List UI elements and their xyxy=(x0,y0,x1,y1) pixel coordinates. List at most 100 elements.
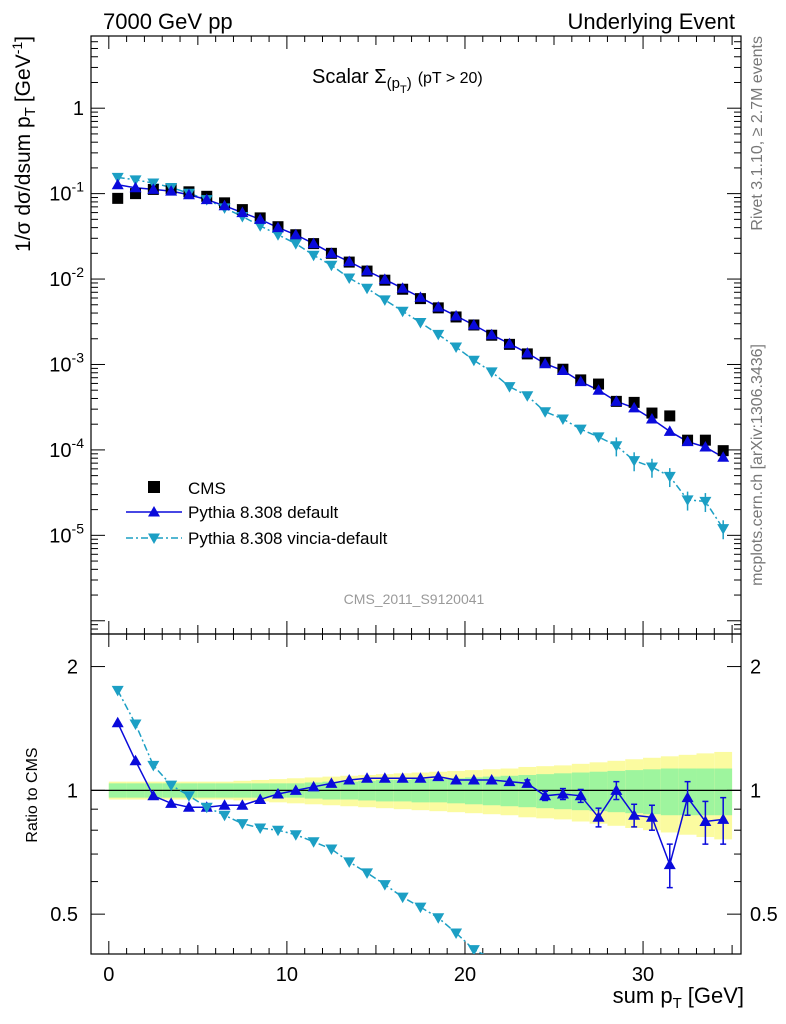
default-main-point xyxy=(699,441,712,452)
vincia-ratio-point xyxy=(503,979,515,990)
default-main-point xyxy=(645,413,658,424)
default-main-point xyxy=(129,181,142,193)
x-axis-label-sub: T xyxy=(673,995,682,1012)
vincia-main-point xyxy=(521,391,534,402)
cms-point xyxy=(112,192,124,204)
vincia-ratio-point xyxy=(218,810,231,822)
default-main-point xyxy=(574,375,587,387)
axis-ticks xyxy=(90,35,741,955)
vincia-main-point xyxy=(307,250,320,262)
default-main-point xyxy=(628,401,641,413)
vincia-ratio-point xyxy=(236,819,249,830)
default-ratio-point xyxy=(503,775,516,787)
default-ratio-point xyxy=(592,811,605,822)
legend-default-label: Pythia 8.308 default xyxy=(188,503,339,522)
ratio-band-inner-bin xyxy=(500,775,519,807)
vincia-main-point xyxy=(450,342,463,354)
default-ratio-point xyxy=(165,797,178,808)
default-ratio-point xyxy=(432,770,445,782)
vincia-main-point xyxy=(254,221,267,232)
ratio-y-tick-label-right: 0.5 xyxy=(750,904,778,926)
vincia-main-point xyxy=(129,175,142,186)
ratio-band-inner-bin xyxy=(714,768,733,816)
default-main-point xyxy=(414,291,427,302)
default-ratio-point xyxy=(129,754,142,766)
x-axis-label: sum pT [GeV] xyxy=(613,983,744,1012)
default-main-point xyxy=(307,237,320,249)
default-ratio-point xyxy=(717,813,730,824)
vincia-ratio-point xyxy=(343,857,356,868)
default-main-point xyxy=(717,451,730,462)
default-ratio-point xyxy=(147,789,160,801)
plot-title-main: Scalar Σ xyxy=(312,66,387,88)
default-ratio-point xyxy=(236,799,249,810)
default-main-point xyxy=(361,264,374,276)
vincia-main-point xyxy=(325,260,338,272)
main-y-label-close: ] xyxy=(12,36,35,42)
default-main-point xyxy=(663,425,676,436)
vincia-main-point xyxy=(628,456,641,467)
default-ratio-point xyxy=(539,789,552,801)
ratio-band-inner-bin xyxy=(660,768,679,816)
plot-title-close: ) xyxy=(407,75,412,92)
vincia-ratio-point xyxy=(467,945,480,954)
vincia-ratio-point xyxy=(271,825,284,837)
vincia-main-point xyxy=(592,432,605,443)
ratio-series-group xyxy=(111,685,730,990)
x-axis-label-unit: [GeV] xyxy=(688,983,744,1008)
vincia-main-point xyxy=(663,471,676,483)
vincia-ratio-point xyxy=(182,791,195,802)
main-y-label-text: 1/σ dσ/dsum p xyxy=(12,116,35,252)
legend-cms-marker xyxy=(148,481,160,493)
default-main-point xyxy=(610,395,623,406)
vincia-ratio-point xyxy=(325,844,338,856)
default-ratio-point xyxy=(254,793,267,805)
default-ratio-point xyxy=(521,777,534,788)
x-tick-label: 20 xyxy=(454,964,476,986)
default-main-point xyxy=(111,178,124,190)
main-y-tick-label: 10-2 xyxy=(49,264,84,291)
main-y-tick-label: 10-3 xyxy=(49,349,84,376)
vincia-main-point xyxy=(645,462,658,474)
vincia-main-point xyxy=(503,382,516,393)
main-y-label-sub: T xyxy=(22,107,39,116)
default-main-point xyxy=(289,228,302,240)
vincia-main-point xyxy=(271,230,284,241)
default-main-point xyxy=(450,309,463,321)
default-main-point xyxy=(218,199,231,211)
header-right: Underlying Event xyxy=(567,9,735,34)
analysis-watermark: CMS_2011_S9120041 xyxy=(344,591,485,607)
vincia-ratio-point xyxy=(378,880,391,891)
default-ratio-point xyxy=(610,784,623,795)
default-ratio-point xyxy=(681,791,694,803)
vincia-ratio-point xyxy=(361,868,374,879)
vincia-main-point xyxy=(361,283,374,295)
vincia-main-point xyxy=(556,414,569,426)
vincia-main-line xyxy=(117,176,724,529)
ratio-frame xyxy=(90,633,742,955)
default-ratio-point xyxy=(645,811,658,822)
x-tick-label: 0 xyxy=(103,964,114,986)
vincia-main-point xyxy=(414,318,427,329)
legend-vincia-marker xyxy=(148,533,160,544)
default-main-point xyxy=(556,364,569,376)
default-main-point xyxy=(325,247,338,258)
default-main-point xyxy=(432,301,445,312)
side-label-rivet: Rivet 3.1.10, ≥ 2.7M events xyxy=(749,36,766,231)
x-tick-label: 30 xyxy=(632,964,654,986)
vincia-main-point xyxy=(467,355,480,367)
default-ratio-point xyxy=(343,773,356,785)
default-ratio-point xyxy=(485,773,498,785)
default-main-point xyxy=(539,357,552,369)
plot-title: Scalar Σ(pT) (pT > 20) xyxy=(312,66,483,96)
main-y-tick-label: 1 xyxy=(73,98,84,120)
x-axis-label-text: sum p xyxy=(613,983,673,1008)
legend-vincia-label: Pythia 8.308 vincia-default xyxy=(188,529,388,548)
vincia-main-point xyxy=(343,273,356,284)
default-ratio-point xyxy=(218,799,231,810)
ratio-y-label: Ratio to CMS xyxy=(24,747,41,842)
axis-tick-labels: 0 10 20 30 1 10-1 10-2 10-3 10-4 10-5 2 2 1 1 0.5 0.5 xyxy=(49,98,778,986)
vincia-main-point xyxy=(681,495,694,506)
default-ratio-point xyxy=(699,815,712,826)
